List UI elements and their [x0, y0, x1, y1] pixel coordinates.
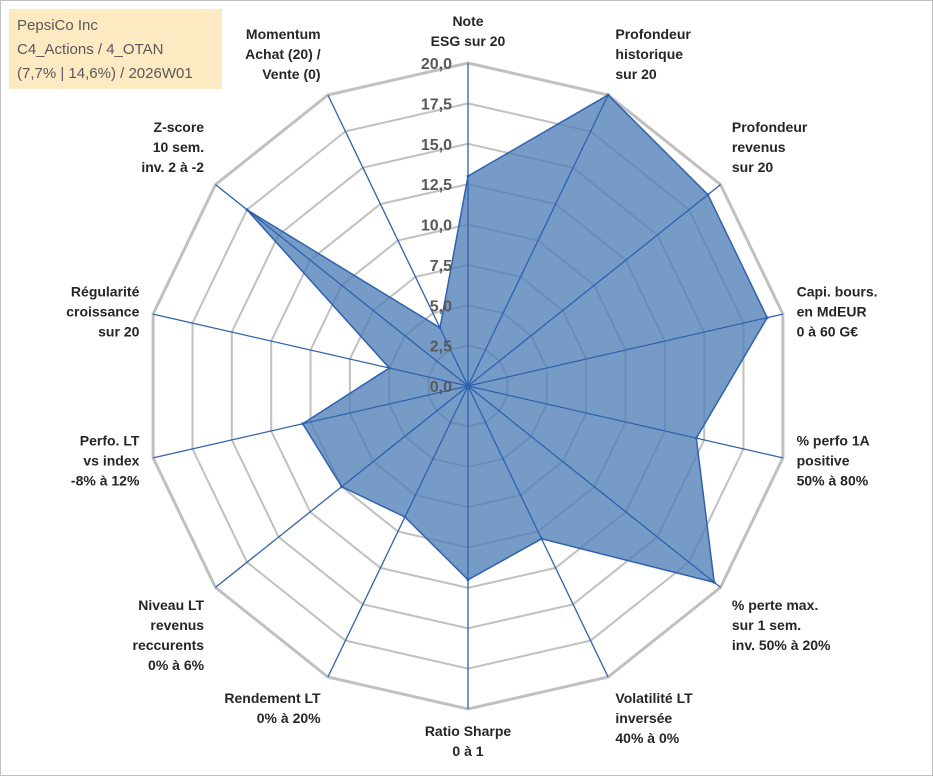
axis-label: Régularité croissance sur 20 [66, 284, 139, 340]
axis-label: Z-score 10 sem. inv. 2 à -2 [141, 119, 204, 175]
axis-label-line: sur 20 [615, 66, 656, 82]
axis-label: Ratio Sharpe 0 à 1 [425, 723, 512, 759]
axis-label-line: -8% à 12% [71, 473, 140, 489]
axis-spoke [327, 94, 469, 387]
axis-label: % perfo 1A positive 50% à 80% [797, 433, 870, 489]
axis-label-line: historique [615, 46, 683, 62]
axis-label: Volatilité LT inversée 40% à 0% [615, 690, 693, 746]
axis-label-line: vs index [83, 453, 139, 469]
axis-label-line: 0% à 20% [257, 710, 321, 726]
axis-label: Rendement LT 0% à 20% [224, 690, 321, 726]
series-area [246, 94, 769, 584]
tick-label: 2,5 [430, 339, 452, 356]
axis-label-line: Perfo. LT [80, 433, 140, 449]
label-layer: Note ESG sur 20 Profondeur historique sur 20… [66, 13, 877, 759]
axis-label: Momentum Achat (20) / Vente (0) [245, 26, 321, 82]
axis-label-line: Note [452, 13, 483, 29]
axis-label-line: revenus [150, 617, 204, 633]
axis-spoke [467, 184, 721, 387]
axis-label-line: 0% à 6% [148, 657, 205, 673]
axis-label-line: reccurents [133, 637, 205, 653]
axis-label-line: 0 à 1 [452, 743, 483, 759]
axis-label-line: Régularité [71, 284, 140, 300]
axis-label-line: Capi. bours. [797, 284, 878, 300]
tick-layer: 0,0 2,5 5,0 7,5 10,0 12,5 15,0 17,5 20,0 [421, 56, 452, 396]
axis-label-line: inv. 50% à 20% [732, 637, 831, 653]
axis-label-line: % perte max. [732, 597, 818, 613]
axis-spoke [467, 385, 784, 459]
axis-spoke [152, 313, 469, 387]
axis-label-line: positive [797, 453, 850, 469]
axis-label-line: inversée [615, 710, 672, 726]
tick-label: 12,5 [421, 177, 452, 194]
axis-spoke [215, 385, 469, 588]
tick-label: 15,0 [421, 137, 452, 154]
tick-label: 17,5 [421, 96, 452, 113]
tick-label: 5,0 [430, 298, 452, 315]
axis-spoke [467, 385, 721, 588]
axis-label: Profondeur revenus sur 20 [732, 119, 808, 175]
axis-label-line: Volatilité LT [615, 690, 693, 706]
series-layer [245, 93, 769, 584]
axis-label: Niveau LT revenus reccurents 0% à 6% [133, 597, 205, 673]
axis-label: % perte max. sur 1 sem. inv. 50% à 20% [732, 597, 831, 653]
performance-stats: (7,7% | 14,6%) / 2026W01 [17, 65, 193, 82]
axis-spoke [152, 385, 469, 459]
info-box: PepsiCo Inc C4_Actions / 4_OTAN (7,7% | … [9, 9, 222, 89]
axis-label-line: Achat (20) / [245, 46, 321, 62]
axis-label-line: sur 1 sem. [732, 617, 801, 633]
axis-label: Capi. bours. en MdEUR 0 à 60 G€ [797, 284, 878, 340]
axis-label-line: sur 20 [98, 324, 139, 340]
axis-label-line: sur 20 [732, 159, 773, 175]
spoke-layer [152, 63, 784, 709]
axis-label-line: revenus [732, 139, 786, 155]
axis-label-line: % perfo 1A [797, 433, 870, 449]
axis-label-line: croissance [66, 304, 139, 320]
axis-spoke [467, 313, 784, 387]
axis-label-line: Profondeur [615, 26, 691, 42]
axis-spoke [467, 94, 609, 387]
axis-label-line: en MdEUR [797, 304, 867, 320]
axis-label-line: Profondeur [732, 119, 808, 135]
axis-label-line: Momentum [246, 26, 321, 42]
axis-spoke [327, 385, 469, 678]
axis-label-line: 10 sem. [153, 139, 204, 155]
company-name: PepsiCo Inc [17, 17, 98, 34]
axis-label: Note ESG sur 20 [431, 13, 506, 49]
axis-label-line: 40% à 0% [615, 730, 679, 746]
tick-label: 0,0 [430, 379, 452, 396]
axis-label-line: Z-score [154, 119, 205, 135]
axis-label-line: Ratio Sharpe [425, 723, 512, 739]
axis-label-line: 50% à 80% [797, 473, 869, 489]
axis-label: Profondeur historique sur 20 [615, 26, 691, 82]
axis-label-line: Rendement LT [224, 690, 321, 706]
axis-label-line: inv. 2 à -2 [141, 159, 204, 175]
tick-label: 10,0 [421, 218, 452, 235]
axis-label-line: 0 à 60 G€ [797, 324, 859, 340]
axis-spoke [215, 184, 469, 387]
tick-label: 7,5 [430, 258, 452, 275]
axis-label-line: Vente (0) [262, 66, 320, 82]
axis-spoke [467, 385, 609, 678]
axis-label-line: ESG sur 20 [431, 33, 506, 49]
axis-label: Perfo. LT vs index -8% à 12% [71, 433, 140, 489]
tick-label: 20,0 [421, 56, 452, 73]
portfolio-name: C4_Actions / 4_OTAN [17, 41, 164, 58]
axis-label-line: Niveau LT [138, 597, 204, 613]
